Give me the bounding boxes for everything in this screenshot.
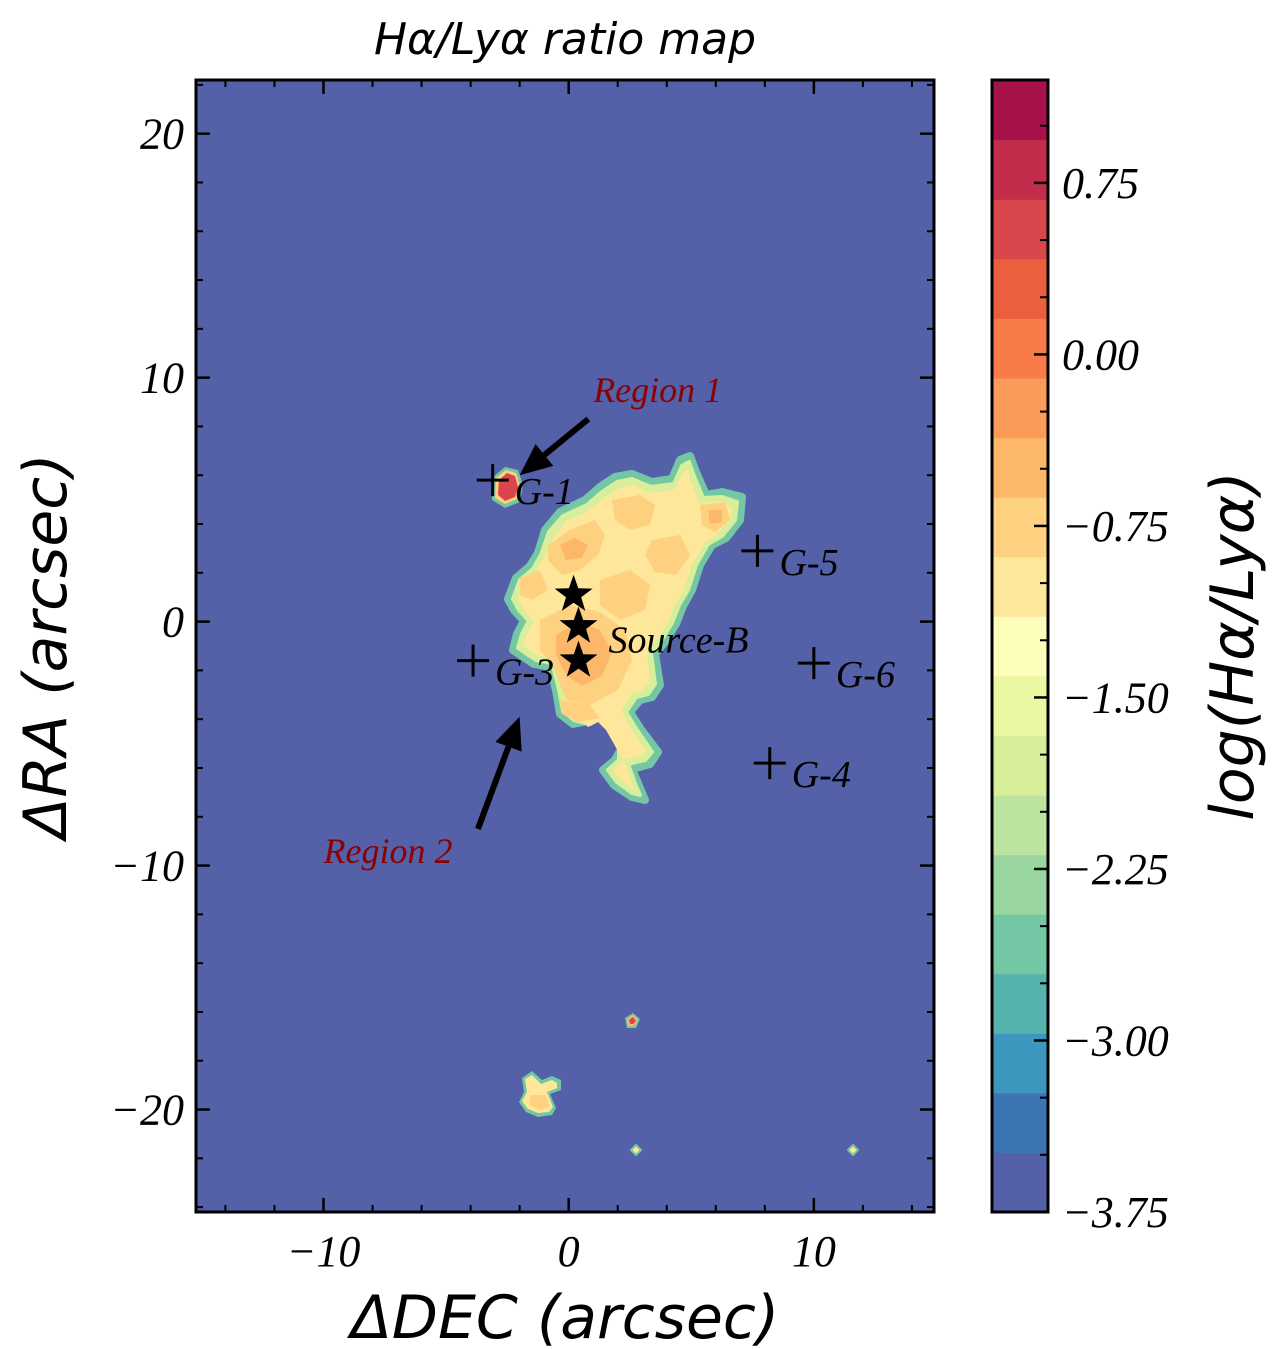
- colorbar-tick-label: −0.75: [1062, 502, 1169, 551]
- colorbar-tick-label: −1.50: [1062, 673, 1169, 722]
- colorbar-level: [992, 794, 1048, 856]
- y-axis-label: ΔRA (arcsec): [11, 453, 81, 842]
- colorbar-level: [992, 735, 1048, 796]
- colorbar-tick-label: −3.75: [1062, 1188, 1169, 1237]
- marker-label-g-6: G-6: [836, 654, 895, 696]
- colorbar-level: [992, 675, 1048, 736]
- marker-label-g-1: G-1: [515, 471, 574, 513]
- small-red-knot: [625, 1013, 640, 1028]
- colorbar-level: [992, 1152, 1048, 1213]
- plot-frame: [194, 78, 936, 1214]
- colorbar-level: [992, 377, 1048, 439]
- colorbar-level: [992, 318, 1048, 379]
- colorbar-ticks: 0.75 0.00 −0.75 −1.50 −2.25 −3.00 −3.75: [1034, 124, 1169, 1237]
- y-tick-label: 10: [140, 354, 184, 403]
- marker-label-g-4: G-4: [792, 754, 851, 796]
- marker-plus-g-6: [797, 647, 830, 680]
- x-axis-label: ΔDEC (arcsec): [347, 1283, 780, 1349]
- marker-label-g-5: G-5: [779, 542, 838, 584]
- y-tick-label: −20: [110, 1086, 184, 1135]
- x-tick-label: 0: [558, 1227, 580, 1276]
- colorbar-frame: [990, 78, 1050, 1214]
- colorbar-level: [992, 437, 1048, 498]
- plot-area: G-1 G-3 G-5 G-6 G-4 Source-B Region 1 Region 2…: [110, 78, 936, 1276]
- colorbar-level: [992, 914, 1048, 975]
- colorbar-tick-label: 0.00: [1062, 330, 1139, 379]
- colorbar-level: [992, 1092, 1048, 1154]
- arrow-shaft: [475, 745, 512, 831]
- marker-star: [559, 640, 598, 677]
- arrow-shaft: [542, 416, 591, 458]
- colorbar-label: log(Hα/Lyα): [1198, 471, 1268, 821]
- emission-regions: [492, 452, 859, 1156]
- chart-title: Hα/Lyα ratio map: [374, 14, 756, 65]
- colorbar-level: [992, 139, 1048, 200]
- marker-plus-g-1: [476, 464, 509, 497]
- main-emission-region: [504, 452, 746, 804]
- x-tick-label: 10: [792, 1227, 836, 1276]
- marker-plus-g-3: [457, 644, 490, 677]
- colorbar-level: [992, 1033, 1048, 1094]
- tiny-dot-1: [630, 1144, 642, 1156]
- colorbar-level: [992, 556, 1048, 617]
- colorbar-levels: [992, 80, 1048, 1213]
- marker-plus-g-4: [753, 747, 786, 780]
- colorbar-level: [992, 258, 1048, 319]
- marker-star: [559, 606, 598, 643]
- colorbar-level: [992, 616, 1048, 677]
- source-b-label: Source-B: [608, 619, 748, 661]
- y-tick-label: 0: [162, 598, 184, 647]
- x-tick-label: −10: [287, 1227, 361, 1276]
- colorbar-tick-label: −2.25: [1062, 845, 1169, 894]
- region-annotations: Region 1 Region 2: [322, 370, 722, 871]
- region-label: Region 1: [592, 370, 722, 410]
- arrow-head: [495, 716, 522, 752]
- marker-plus-g-5: [741, 534, 774, 567]
- y-tick-label: 20: [140, 110, 184, 159]
- markers: G-1 G-3 G-5 G-6 G-4 Source-B: [457, 464, 895, 796]
- colorbar-tick-label: −3.00: [1062, 1016, 1169, 1065]
- colorbar-level: [992, 973, 1048, 1034]
- y-tick-label: −10: [110, 842, 184, 891]
- axis-ticks: −10 0 10 20 10 0 −10 −20: [110, 80, 934, 1276]
- arrow-head: [519, 444, 554, 476]
- colorbar-level: [992, 854, 1048, 915]
- colorbar: 0.75 0.00 −0.75 −1.50 −2.25 −3.00 −3.75 log(Hα…: [990, 78, 1268, 1237]
- colorbar-level: [992, 199, 1048, 260]
- colorbar-tick-label: 0.75: [1062, 159, 1139, 208]
- marker-star: [554, 574, 593, 611]
- colorbar-level: [992, 80, 1048, 141]
- marker-label-g-3: G-3: [495, 652, 554, 694]
- tiny-dot-2: [847, 1144, 859, 1156]
- region-label: Region 2: [322, 831, 452, 871]
- lower-left-blob: [519, 1071, 561, 1117]
